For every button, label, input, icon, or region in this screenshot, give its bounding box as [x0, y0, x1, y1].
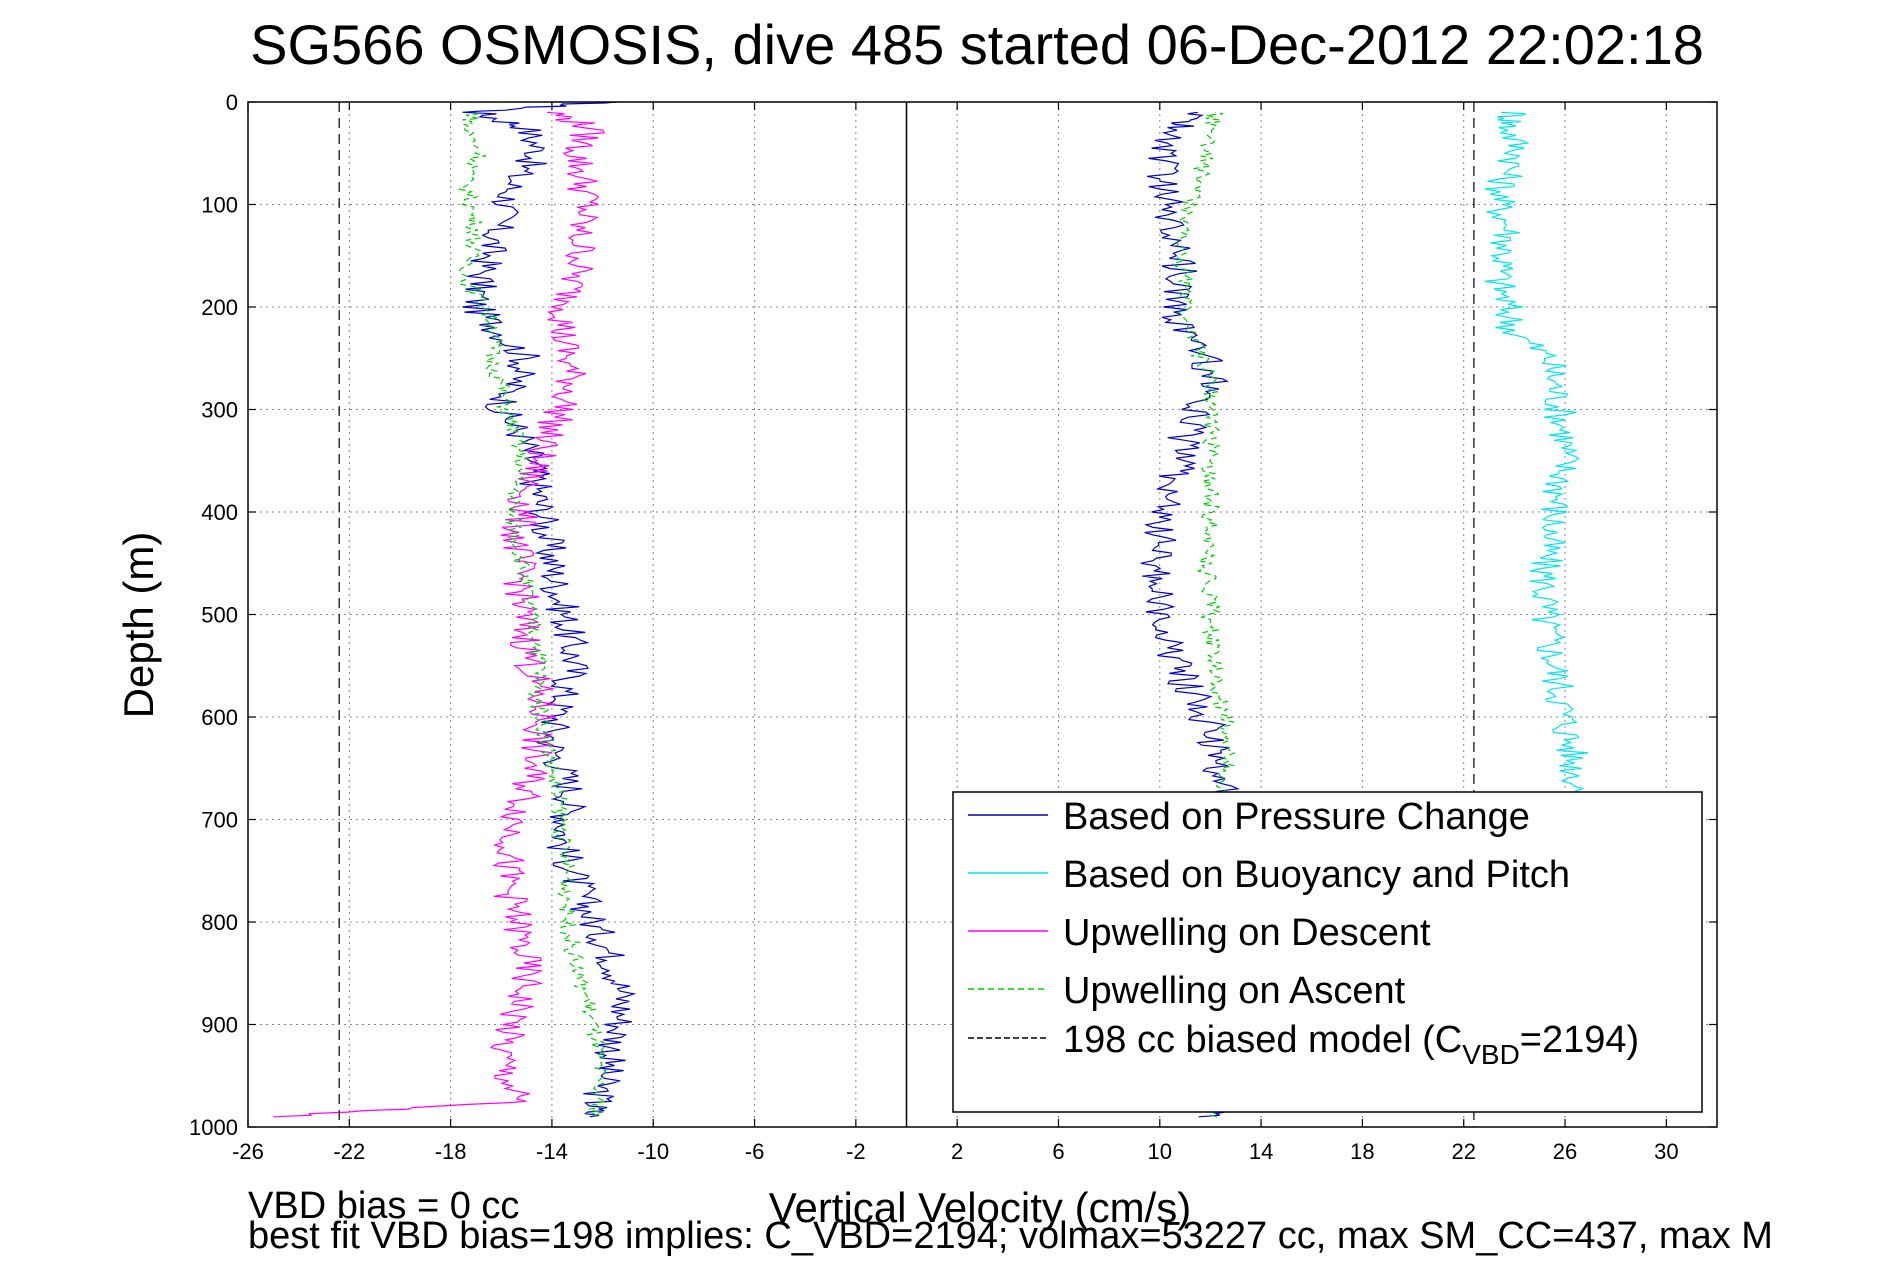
x-tick-label: -26	[232, 1139, 264, 1164]
y-tick-label: 800	[201, 910, 238, 935]
x-tick-label: 14	[1249, 1139, 1273, 1164]
x-tick-label: -2	[846, 1139, 866, 1164]
x-tick-label: 26	[1553, 1139, 1577, 1164]
series-line	[462, 101, 637, 1118]
y-tick-label: 400	[201, 500, 238, 525]
x-tick-label: 2	[951, 1139, 963, 1164]
y-tick-label: 600	[201, 705, 238, 730]
series-line	[1484, 111, 1598, 821]
y-tick-label: 0	[226, 90, 238, 115]
x-tick-label: 30	[1654, 1139, 1678, 1164]
x-axis-label: Vertical Velocity (cm/s)	[769, 1184, 1191, 1231]
x-tick-label: 18	[1350, 1139, 1374, 1164]
best-fit-note: best fit VBD bias=198 implies: C_VBD=219…	[248, 1215, 1773, 1257]
x-tick-label: 22	[1451, 1139, 1475, 1164]
legend-box	[952, 791, 1703, 1113]
y-tick-label: 500	[201, 603, 238, 628]
series-line	[457, 112, 609, 1118]
y-tick-label: 200	[201, 295, 238, 320]
x-tick-label: 6	[1052, 1139, 1064, 1164]
vbd-bias-note: VBD bias = 0 cc	[248, 1185, 519, 1227]
x-tick-label: -6	[745, 1139, 765, 1164]
x-tick-label: -18	[435, 1139, 467, 1164]
y-axis-label: Depth (m)	[115, 532, 162, 719]
legend: Based on Pressure Change Based on Buoyanc…	[952, 791, 1703, 1113]
legend-label: Based on Buoyancy and Pitch	[1063, 854, 1570, 896]
y-tick-label: 700	[201, 808, 238, 833]
x-tick-label: -22	[333, 1139, 365, 1164]
x-tick-label: 10	[1148, 1139, 1172, 1164]
legend-label-subscript: VBD	[1462, 1039, 1520, 1070]
x-tick-label: -10	[637, 1139, 669, 1164]
legend-label: Upwelling on Descent	[1063, 912, 1431, 954]
y-tick-label: 100	[201, 193, 238, 218]
chart-title: SG566 OSMOSIS, dive 485 started 06-Dec-2…	[250, 13, 1704, 76]
x-tick-label: -14	[536, 1139, 568, 1164]
y-tick-label: 300	[201, 398, 238, 423]
x-axis-ticks: -26 -22 -18 -14 -10 -6 -2 2 6 10 14 18 22 26 30	[232, 102, 1679, 1164]
y-tick-label: 900	[201, 1013, 238, 1038]
series-upwelling-on-descent	[273, 111, 606, 1118]
legend-label: Based on Pressure Change	[1063, 796, 1530, 838]
series-line	[273, 111, 606, 1118]
y-axis-ticks: 0 100 200 300 400 500 600 700 800 900 1000	[189, 90, 1717, 1140]
series-based-on-buoyancy-and-pitch	[1484, 111, 1598, 821]
legend-label: Upwelling on Ascent	[1063, 970, 1406, 1012]
y-tick-label: 1000	[189, 1115, 238, 1140]
legend-label-suffix: =2194)	[1520, 1019, 1639, 1061]
